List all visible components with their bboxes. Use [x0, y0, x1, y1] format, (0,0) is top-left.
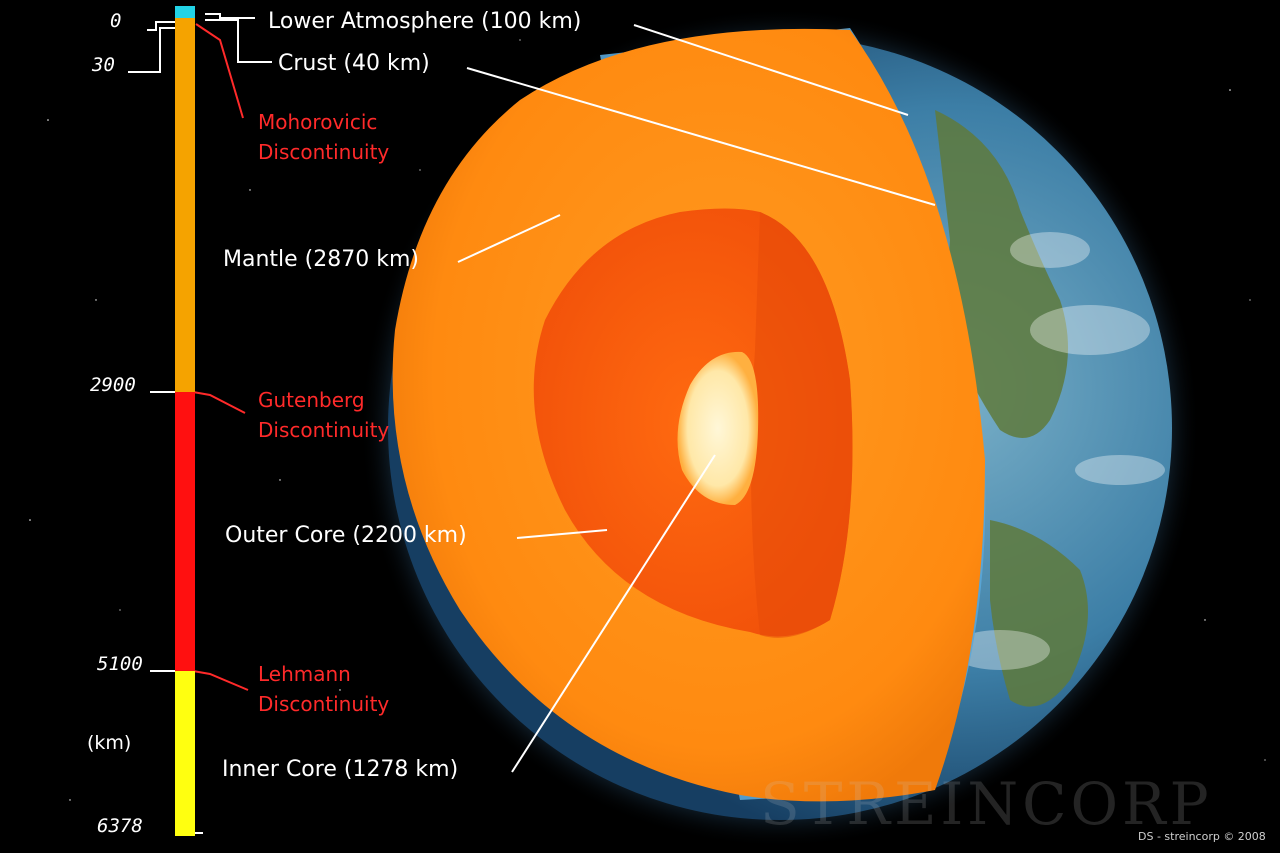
label-inner-core: Inner Core (1278 km) [222, 757, 459, 782]
tick-label-6378: 6378 [97, 815, 143, 837]
image-credit: DS - streincorp © 2008 [1138, 830, 1266, 843]
label-lehmann-discontinuity: Lehmann Discontinuity [258, 662, 389, 716]
label-mohorovicic-discontinuity: Mohorovicic Discontinuity [258, 110, 389, 164]
tick-label-2900: 2900 [90, 374, 136, 396]
star-field [29, 39, 1266, 801]
tick-label-30: 30 [92, 54, 115, 76]
depth-bar-atmosphere [175, 6, 195, 18]
depth-bar-inner-core [175, 671, 195, 836]
gutenberg-line-1: Gutenberg [258, 388, 365, 412]
label-outer-core: Outer Core (2200 km) [225, 523, 467, 548]
mohorovicic-line-2: Discontinuity [258, 140, 390, 164]
label-mantle: Mantle (2870 km) [223, 247, 419, 272]
tick-label-5100: 5100 [97, 653, 143, 675]
inner-core-section [677, 351, 759, 505]
depth-unit-label: (km) [87, 732, 132, 754]
lehmann-line-1: Lehmann [258, 662, 351, 686]
label-lower-atmosphere: Lower Atmosphere (100 km) [268, 9, 582, 34]
tick-label-0: 0 [110, 10, 122, 32]
lehmann-line-2: Discontinuity [258, 692, 390, 716]
depth-bar-outer-core [175, 392, 195, 671]
label-gutenberg-discontinuity: Gutenberg Discontinuity [258, 388, 389, 442]
streincorp-watermark: STREINCORP [760, 770, 1213, 838]
gutenberg-line-2: Discontinuity [258, 418, 390, 442]
depth-bar-mantle [175, 18, 195, 392]
mohorovicic-line-1: Mohorovicic [258, 110, 378, 134]
label-crust: Crust (40 km) [278, 51, 430, 76]
